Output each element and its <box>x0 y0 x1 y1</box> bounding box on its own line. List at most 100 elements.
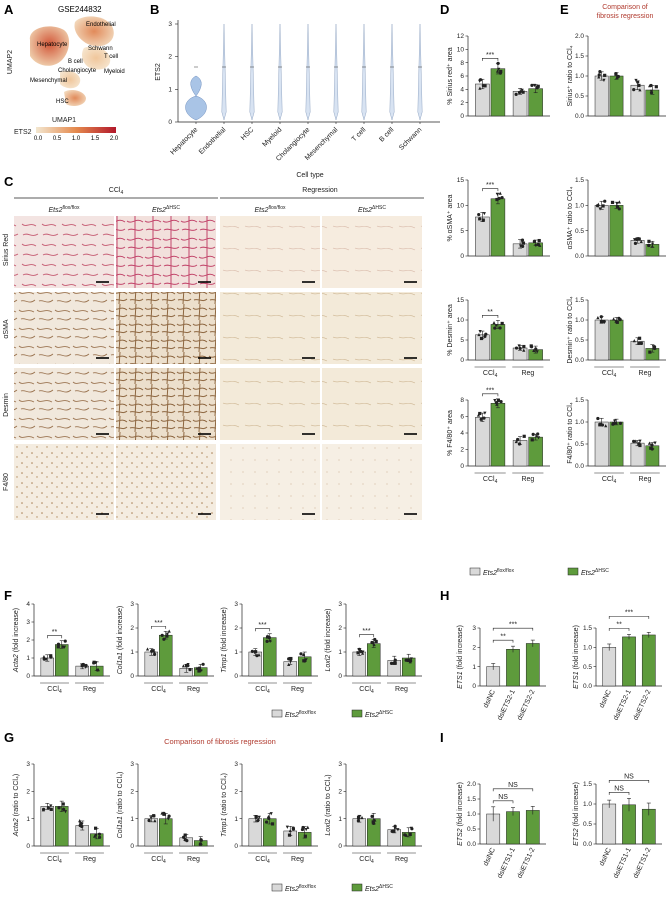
d-chart-0-dot <box>483 84 487 88</box>
e-chart-1-dot <box>603 199 607 203</box>
umap-label-hepatocyte: Hepatocyte <box>37 42 68 48</box>
d-chart-0-dot <box>478 86 482 90</box>
f-chart-0-bar-0-1 <box>55 644 69 677</box>
c-group-regression: Regression <box>302 187 338 194</box>
e-chart-3-dot <box>598 423 602 427</box>
umap-xlabel: UMAP1 <box>52 117 76 124</box>
e-chart-3-dot <box>634 439 638 443</box>
h-chart-right-bar-2 <box>641 634 656 687</box>
d-chart-3-ytick-label: 6 <box>460 414 464 421</box>
h-chart-right-xtick-label-0: dsiNC <box>599 689 613 709</box>
g-chart-1-dot <box>152 814 156 818</box>
de-legend-ko-swatch <box>567 567 579 576</box>
violin-ylabel: ETS2 <box>155 63 162 81</box>
e-chart-1-dot <box>601 204 605 208</box>
g-chart-2-ytick-label: 2 <box>234 789 238 796</box>
e-chart-0-bar-0-0 <box>594 75 609 117</box>
h-chart-right-ytick-label: 0.0 <box>583 683 592 690</box>
g-chart-3-dot <box>370 814 374 818</box>
g-chart-0-ytick-label: 0 <box>26 843 30 850</box>
h-chart-left-xtick-label-1: dsiETS2-1 <box>497 689 517 722</box>
h-chart-right-sig-bracket-0 <box>608 628 630 631</box>
i-chart-left-sig-label-1: NS <box>508 782 518 789</box>
e-chart-3-dot <box>647 441 652 445</box>
e-chart-2-dot <box>599 315 603 319</box>
g-chart-2-dot <box>287 833 292 837</box>
f-chart-0-sig-bracket <box>47 635 63 639</box>
e-chart-0-dot <box>632 88 636 92</box>
violin-ytick-label: 2 <box>168 54 172 61</box>
f-chart-2-dot <box>304 658 308 662</box>
f-legend-flox-swatch <box>271 709 283 718</box>
d-chart-0-ytick-label: 6 <box>460 73 464 80</box>
d-chart-1-dot <box>538 243 542 247</box>
e-chart-1-bar-0-0 <box>594 205 609 257</box>
h-chart-right-sig-label-1: *** <box>625 610 633 617</box>
img-sirius-ccl4-ko <box>116 216 216 288</box>
e-chart-1-dot <box>615 205 620 209</box>
img-asma-reg-ko <box>322 292 422 364</box>
e-chart-1-dot <box>650 244 654 248</box>
f-chart-1-dot <box>201 662 205 666</box>
f-chart-0-ytick-label: 1 <box>26 655 30 662</box>
d-chart-3-dot <box>530 438 534 442</box>
f-chart-2-ytick-label: 2 <box>234 625 238 632</box>
d-chart-2-ylabel: % Desmin⁺ area <box>447 304 454 356</box>
h-chart-left-ylabel: ETS1 (fold increase) <box>457 625 464 689</box>
d-chart-3-group-ccl4-sub: 4 <box>495 479 498 485</box>
img-sirius-reg-ko <box>322 216 422 288</box>
h-chart-right-xtick-label-1: dsiETS2-1 <box>613 689 633 722</box>
h-chart-right-ylabel-suffix: (fold increase) <box>573 625 580 671</box>
f-chart-1-dot <box>160 633 164 637</box>
f-chart-0-dot <box>80 664 84 668</box>
d-chart-3-dot <box>522 434 526 438</box>
d-chart-0-bar-0-1 <box>490 68 506 117</box>
d-chart-2-ytick-label: 0 <box>460 357 464 364</box>
f-chart-1-ylabel-suffix: (fold increase) <box>117 606 124 652</box>
f-chart-0-group-ccl4-main: CCl <box>47 686 59 693</box>
e-chart-0-ytick-label: 2.0 <box>575 33 584 40</box>
f-chart-3-sig-label: *** <box>362 628 370 635</box>
d-chart-0-ytick-label: 10 <box>457 47 465 54</box>
d-chart-1-dot <box>481 218 485 222</box>
img-desmin-ccl4-ko <box>116 368 216 440</box>
h-chart-left-sig-bracket-1 <box>492 627 534 631</box>
d-chart-2-group-ccl4-main: CCl <box>483 370 495 377</box>
f-chart-1-dot <box>188 667 192 672</box>
e-chart-0-dot <box>602 78 606 82</box>
g-chart-0-dot <box>94 826 98 830</box>
d-chart-3-bar-0-0 <box>475 417 490 467</box>
h-chart-right-ytick-label: 1.0 <box>583 645 592 652</box>
violin-7 <box>389 23 395 121</box>
f-chart-1-dot <box>165 634 169 638</box>
g-chart-1-ylabel-suffix: (ratio to CCl₄) <box>117 772 124 816</box>
d-chart-1-ylabel: % αSMA⁺ area <box>447 194 454 241</box>
colorbar-ticks: 0.0 0.5 1.0 1.5 2.0 <box>34 136 119 142</box>
h-chart-right-xtick-label-2: dsiETS2-2 <box>632 689 652 722</box>
e-chart-3-dot <box>650 443 654 447</box>
violin-8 <box>417 23 423 121</box>
f-chart-3-ylabel-suffix: (fold increase) <box>325 608 332 654</box>
d-chart-2-group-ccl4: CCl4 <box>483 370 498 379</box>
g-chart-1-dot <box>198 842 203 846</box>
e-chart-0-ytick-label: 0.0 <box>575 113 584 120</box>
e-chart-3-ytick-label: 1.5 <box>575 397 584 404</box>
h-chart-left-sig-bracket-0 <box>492 639 514 643</box>
colorbar <box>36 127 116 133</box>
g-chart-1-group-ccl4-main: CCl <box>151 856 163 863</box>
d-chart-3-dot <box>493 398 497 403</box>
e-chart-3-ytick-label: 0.0 <box>575 463 584 470</box>
e-chart-0-dot <box>634 78 638 83</box>
d-chart-3-dot <box>482 416 486 420</box>
d-chart-3-ytick-label: 2 <box>460 447 464 454</box>
e-chart-1-bar-0-1 <box>609 205 624 257</box>
d-chart-3-dot <box>483 411 487 415</box>
panel-letter-e: E <box>560 2 569 17</box>
d-chart-2-sig-label: ** <box>487 309 493 316</box>
f-chart-2-dot <box>257 653 261 657</box>
f-legend-flox-label: Ets2flox/flox <box>285 710 316 719</box>
g-chart-3-ytick-label: 3 <box>338 761 342 768</box>
